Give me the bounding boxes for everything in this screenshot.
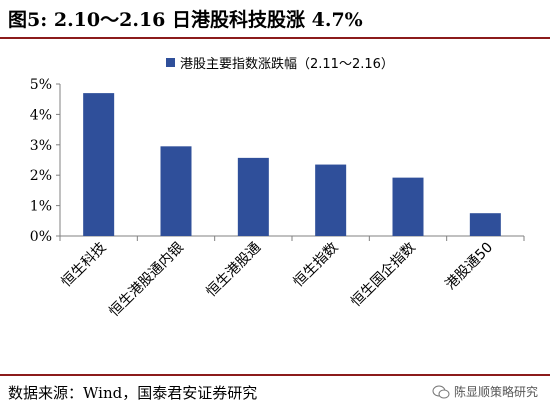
watermark: 陈显顺策略研究: [432, 383, 538, 400]
bar-1: [160, 146, 192, 236]
x-tick-label: 恒生港股通内银: [106, 240, 187, 321]
data-source-note: 数据来源：Wind，国泰君安证券研究: [8, 384, 258, 402]
wechat-icon: [432, 385, 450, 398]
x-tick-label: 恒生国企指数: [347, 239, 418, 310]
bar-3: [315, 164, 347, 236]
legend-swatch: [166, 58, 175, 67]
y-axis-labels: 0% 1% 2% 3% 4% 5%: [30, 77, 52, 245]
y-tick-label: 3%: [30, 138, 52, 154]
watermark-text: 陈显顺策略研究: [453, 385, 538, 399]
bar-5: [469, 213, 501, 236]
x-tick-label: 恒生港股通: [203, 240, 264, 301]
figure-title: 图5: 2.10～2.16 日港股科技股涨 4.7%: [8, 9, 363, 31]
y-tick-label: 5%: [30, 77, 52, 93]
y-tick-label: 1%: [30, 199, 52, 215]
y-tick-label: 4%: [30, 107, 52, 123]
y-tick-label: 2%: [30, 168, 52, 184]
bar-0: [83, 93, 115, 236]
title-divider: [0, 37, 550, 39]
chart-bars: [83, 93, 501, 236]
chart-axes: [56, 83, 525, 241]
footer-divider: [0, 374, 550, 376]
bar-4: [392, 177, 424, 236]
bar-2: [237, 157, 269, 236]
y-tick-label: 0%: [30, 229, 52, 245]
legend-label: 港股主要指数涨跌幅（2.11～2.16）: [180, 56, 394, 72]
x-tick-label: 恒生科技: [59, 240, 110, 291]
chart-legend: 港股主要指数涨跌幅（2.11～2.16）: [166, 56, 394, 72]
x-tick-label: 港股通50: [443, 240, 497, 294]
x-tick-label: 恒生指数: [291, 240, 342, 291]
